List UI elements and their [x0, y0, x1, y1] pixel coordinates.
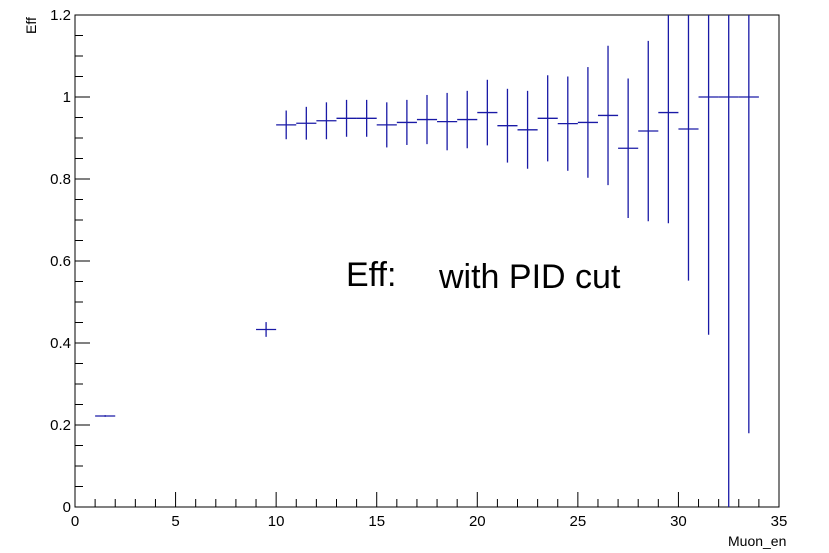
y-tick-label: 1 — [63, 89, 71, 106]
data-point — [477, 79, 498, 146]
annotation-eff: Eff: — [346, 256, 396, 294]
x-tick-label: 20 — [469, 513, 486, 530]
data-point — [316, 102, 337, 140]
data-point — [718, 15, 739, 507]
y-tick-label: 0.8 — [50, 171, 71, 188]
axis-ticks — [74, 14, 780, 508]
plot-frame — [74, 14, 780, 508]
data-point — [597, 45, 619, 186]
y-axis-title: Eff — [23, 17, 39, 34]
data-point — [658, 15, 679, 224]
y-tick-label: 0.6 — [50, 253, 71, 270]
y-tick-label: 0 — [63, 499, 71, 516]
x-tick-label: 25 — [570, 513, 587, 530]
data-point — [336, 99, 357, 137]
data-point — [537, 75, 558, 162]
data-point — [416, 94, 438, 145]
data-point — [356, 99, 377, 137]
y-tick-label: 0.4 — [50, 335, 71, 352]
data-point — [276, 110, 297, 140]
data-point — [296, 106, 317, 140]
data-point — [678, 15, 699, 281]
data-point — [256, 322, 277, 337]
data-points — [95, 15, 759, 507]
x-tick-label: 30 — [670, 513, 687, 530]
data-point — [738, 15, 759, 434]
x-axis-title: Muon_en — [728, 533, 786, 549]
data-point — [557, 76, 578, 171]
data-point — [95, 415, 116, 417]
data-point — [517, 90, 538, 169]
data-point — [376, 102, 397, 148]
axis-tick-labels: 0 5 10 15 20 25 30 35 0 0.2 0.4 0.6 0.8 1 1.2 — [50, 7, 787, 530]
data-point — [638, 40, 659, 222]
data-point — [437, 92, 458, 151]
data-point — [497, 88, 518, 163]
x-tick-label: 10 — [268, 513, 285, 530]
annotation-pid-cut: with PID cut — [438, 258, 621, 296]
x-tick-label: 0 — [71, 513, 79, 530]
data-point — [698, 15, 719, 335]
x-tick-label: 35 — [771, 513, 788, 530]
data-point — [577, 67, 598, 178]
data-point — [457, 90, 478, 149]
y-tick-label: 1.2 — [50, 7, 71, 24]
data-point — [396, 99, 417, 145]
x-tick-label: 15 — [368, 513, 385, 530]
x-tick-label: 5 — [171, 513, 179, 530]
data-point — [618, 78, 639, 218]
y-tick-label: 0.2 — [50, 417, 71, 434]
